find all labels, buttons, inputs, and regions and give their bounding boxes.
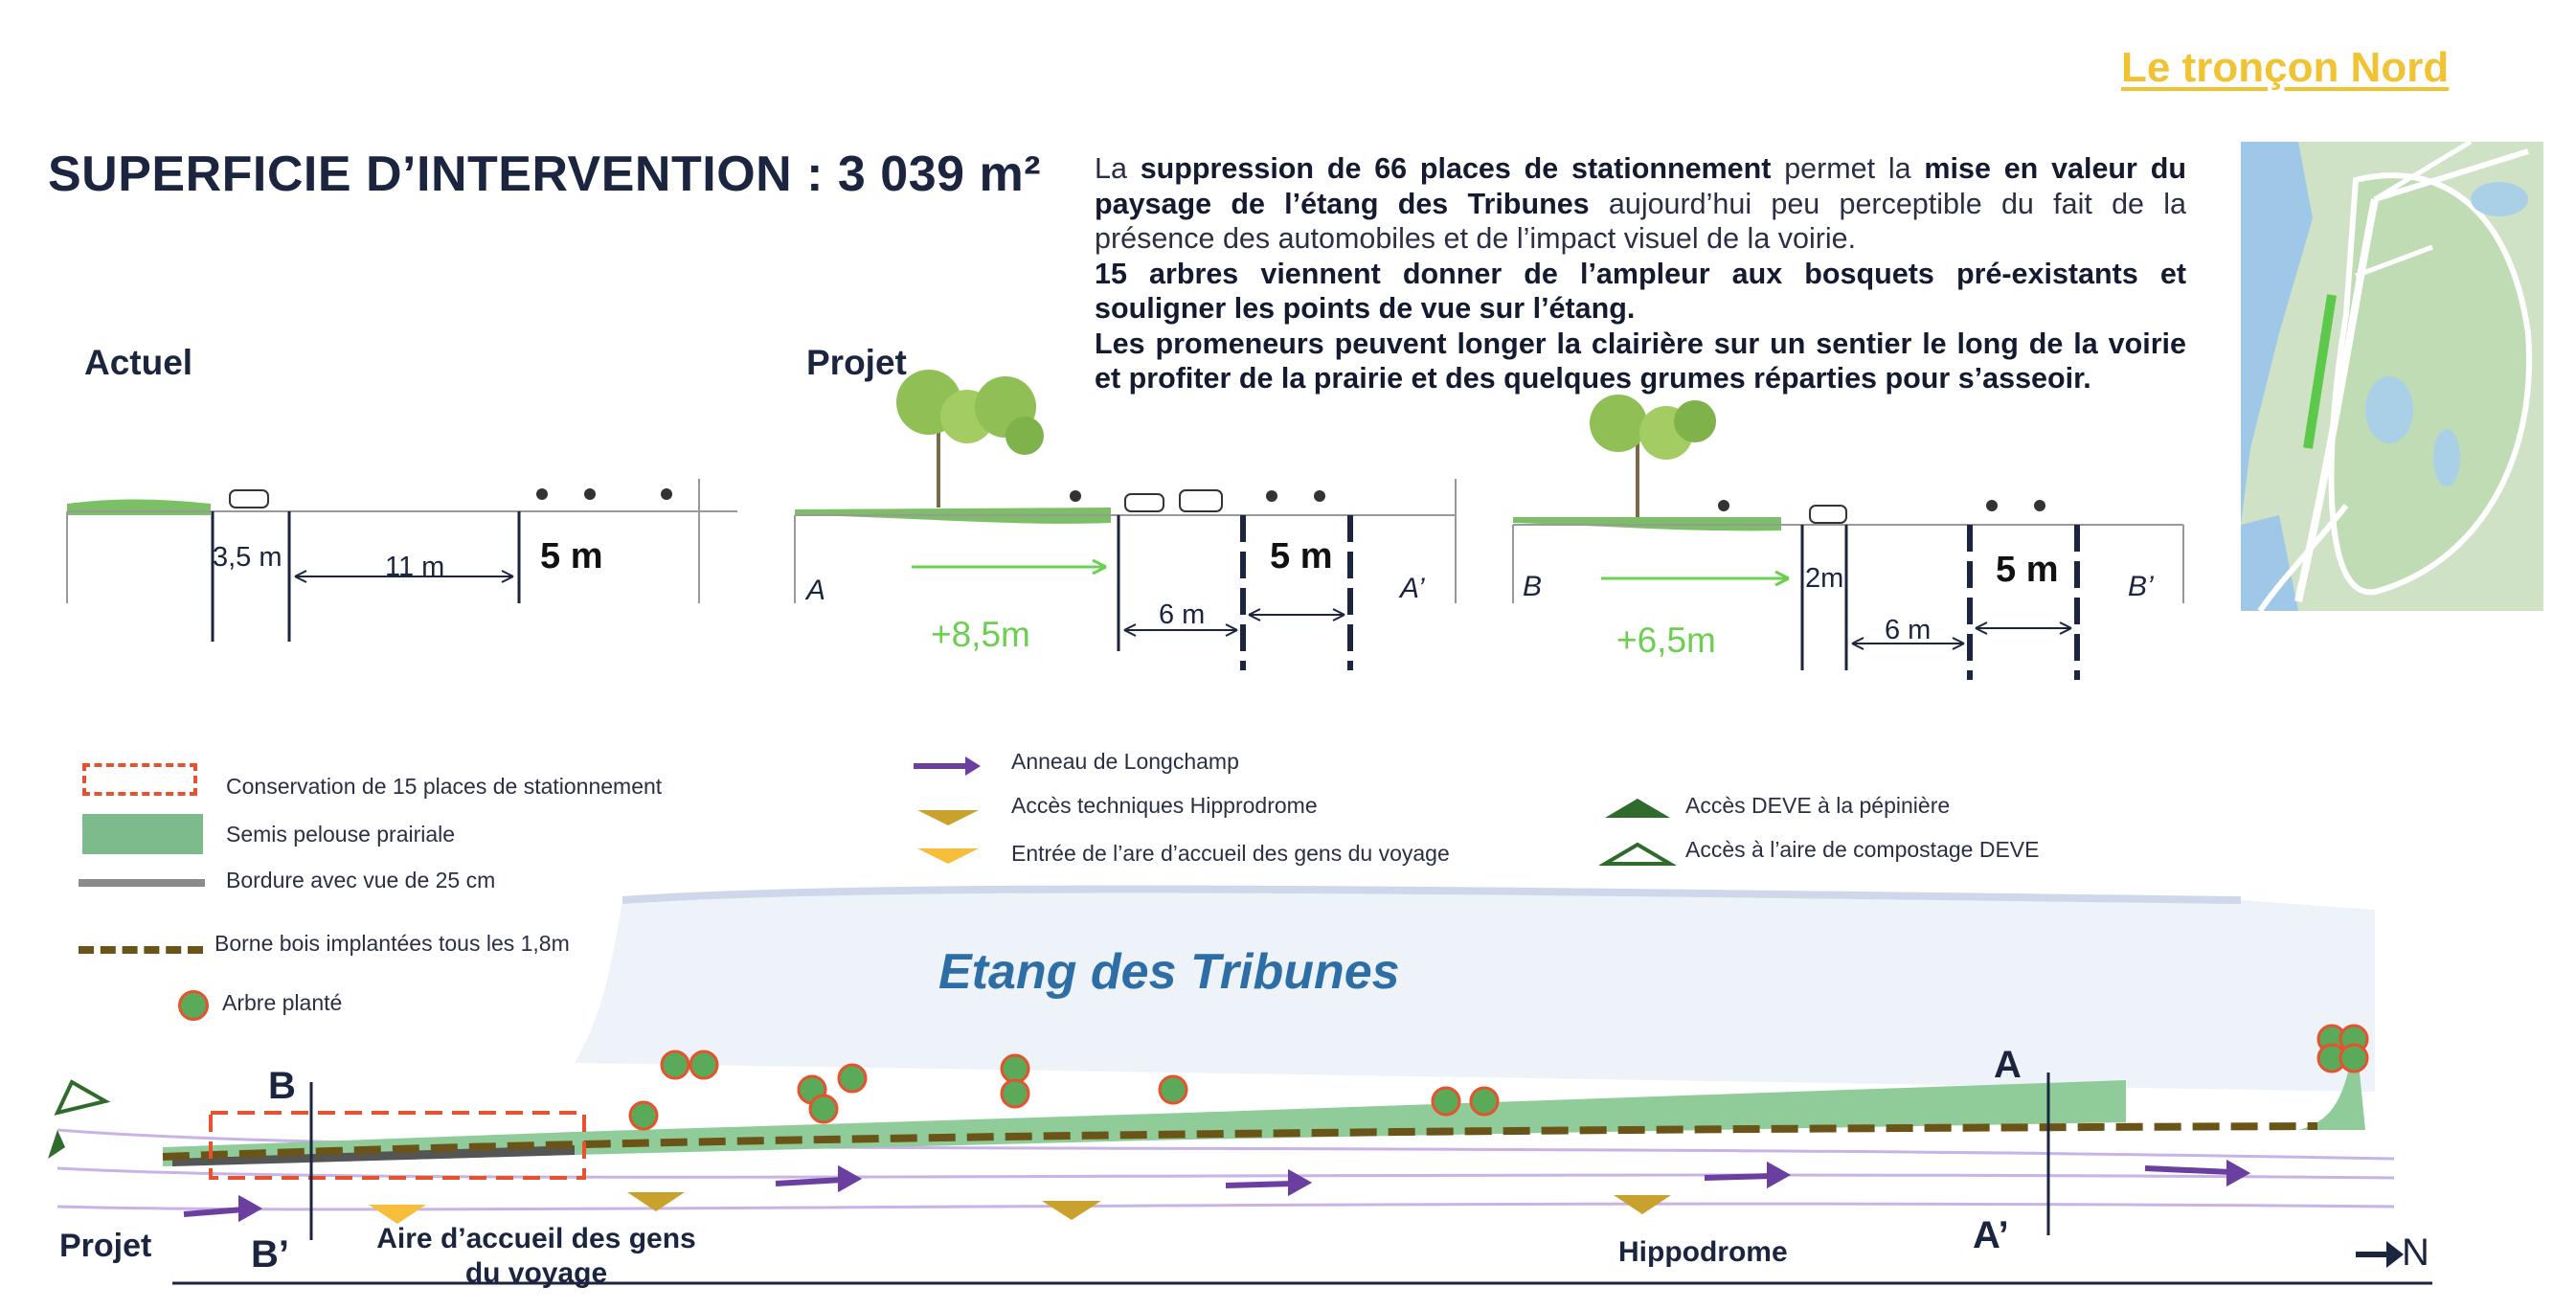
car-icon [1809,505,1847,524]
aire-accueil-line2: du voyage [464,1257,608,1289]
plan-section-b-prime: B’ [251,1233,289,1276]
plan-section-a: A [1994,1044,2022,1086]
compost-access-icon [54,1079,111,1116]
car-icon [229,489,269,508]
plan-projet-label: Projet [59,1228,152,1264]
gain-a: +8,5m [931,615,1030,654]
legend-aire-entrance: Entrée de l’are d’accueil des gens du vo… [1011,841,1450,866]
legend-col3-icons [1599,799,1676,866]
section-link[interactable]: Le tronçon Nord [2121,44,2450,91]
page-title: SUPERFICIE D’INTERVENTION : 3 039 m² [48,147,1042,202]
hippodrome-label: Hippodrome [1618,1236,1788,1268]
legend-parking: Conservation de 15 places de stationneme… [226,774,663,799]
legend-deve-compost: Accès à l’aire de compostage DEVE [1685,837,2040,862]
section-b-right: B’ [2128,571,2154,602]
aire-accueil-line1: Aire d’accueil des gens [376,1223,696,1254]
north-arrow-icon [2356,1241,2404,1268]
legend-curb: Bordure avec vue de 25 cm [226,868,496,892]
legend-tree-swatch [178,990,209,1021]
description-text: La suppression de 66 places de stationne… [1095,151,2186,396]
plan-section-b: B [268,1065,296,1107]
projet-label: Projet [806,343,907,382]
cyclist-icon [536,488,548,500]
north-label: N [2402,1231,2429,1274]
cyclist-icon [2034,500,2045,511]
cyclist-icon [1986,500,1998,511]
dim-actuel-parking: 3,5 m [213,542,282,573]
pedestrian-icon [1718,500,1729,511]
tree-icon [1590,395,1716,517]
longchamp-arrows [183,1159,2251,1223]
legend-lawn: Semis pelouse prairiale [226,822,456,847]
cyclist-icon [584,488,596,500]
actuel-label: Actuel [84,343,193,382]
desc-p1e: aujourd’hui peu perceptible du fait de l… [1095,187,2186,256]
location-map [2241,142,2543,611]
aire-accueil-label: Aire d’accueil des gens du voyage [354,1222,718,1291]
car-icon [1124,493,1164,512]
section-b-left: B [1523,571,1543,602]
plan-section-a-prime: A’ [1973,1214,2009,1256]
dim-a-path: 5 m [1270,536,1333,576]
legend-longchamp: Anneau de Longchamp [1011,749,1239,774]
hippodrome-access-icons [627,1192,1671,1220]
legend-tree: Arbre planté [222,990,343,1015]
dim-actuel-path: 5 m [540,536,603,576]
cyclist-icon [1266,490,1277,502]
legend-bollard: Borne bois implantées tous les 1,8m [215,931,570,956]
legend-parking-swatch [82,763,197,796]
desc-p1c: permet la [1771,152,1925,185]
dim-actuel-road: 11 m [385,552,445,582]
dim-a-road: 6 m [1159,599,1206,630]
desc-p1a: La [1095,152,1141,185]
pedestrian-icon [661,488,672,500]
site-plan [48,885,2432,1285]
lawn-strip [163,1080,2126,1166]
pedestrian-icon [1070,490,1081,502]
nursery-access-icon [48,1130,65,1159]
legend-col2-icons [914,757,981,864]
etang-label: Etang des Tribunes [938,944,1400,1000]
legend-bollard-swatch [79,946,203,954]
bollard-line [162,1122,2318,1161]
dim-b-path: 5 m [1996,550,2059,590]
aire-accueil-entrance-icon [369,1205,426,1224]
legend-hippodrome-access: Accès techniques Hipprodrome [1011,793,1318,818]
section-a-left: A [806,575,826,606]
desc-p1d: mise en valeur du paysage de l’étang des… [1095,152,2186,220]
parking-zone [209,1111,586,1180]
legend-deve-nursery: Accès DEVE à la pépinière [1685,793,1951,818]
cyclist-icon [1314,490,1325,502]
cross-sections-drawing [66,370,2184,680]
gain-b: +6,5m [1616,621,1716,660]
dim-b-road: 6 m [1885,615,1932,645]
section-actuel [66,479,737,642]
section-projet-a [794,370,1457,670]
tree-icon [896,370,1044,508]
desc-p2: 15 arbres viennent donner de l’ampleur a… [1095,257,2186,326]
dim-b-verge: 2m [1805,563,1844,594]
desc-p1b: suppression de 66 places de stationnemen… [1140,152,1772,185]
legend-curb-swatch [79,879,205,887]
section-a-right: A’ [1400,573,1425,604]
car-icon [1179,489,1223,512]
planted-trees [628,1024,2369,1131]
legend-lawn-swatch [82,814,203,854]
section-projet-b [1512,395,2184,680]
desc-p3: Les promeneurs peuvent longer la clairiè… [1095,327,2186,395]
